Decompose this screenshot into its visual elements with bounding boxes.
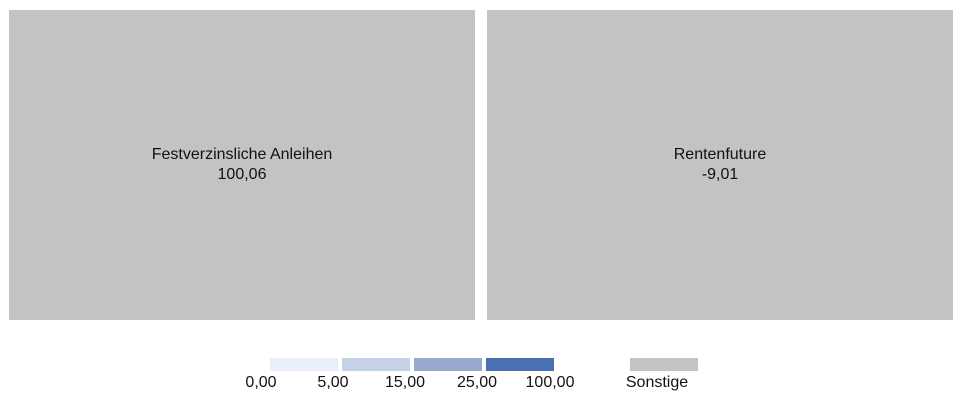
tile-label: Rentenfuture bbox=[673, 146, 767, 163]
legend-tick-label: 15,00 bbox=[384, 374, 426, 391]
legend-swatch bbox=[414, 358, 482, 371]
legend-other-label: Sonstige bbox=[625, 374, 689, 391]
legend-tick-label: 100,00 bbox=[525, 374, 575, 391]
legend-tick-label: 25,00 bbox=[456, 374, 498, 391]
legend: 0,00 5,00 15,00 25,00 100,00 Sonstige bbox=[0, 358, 960, 394]
legend-swatch-other bbox=[630, 358, 698, 371]
legend-tick-label: 5,00 bbox=[317, 374, 349, 391]
legend-tick-label: 0,00 bbox=[245, 374, 277, 391]
legend-swatch bbox=[342, 358, 410, 371]
tile-value: 100,06 bbox=[217, 166, 267, 183]
treemap-tile: Rentenfuture -9,01 bbox=[487, 10, 953, 320]
legend-swatch bbox=[270, 358, 338, 371]
tile-value: -9,01 bbox=[701, 166, 739, 183]
tile-label: Festverzinsliche Anleihen bbox=[151, 146, 333, 163]
treemap-tile: Festverzinsliche Anleihen 100,06 bbox=[9, 10, 475, 320]
legend-swatch bbox=[486, 358, 554, 371]
